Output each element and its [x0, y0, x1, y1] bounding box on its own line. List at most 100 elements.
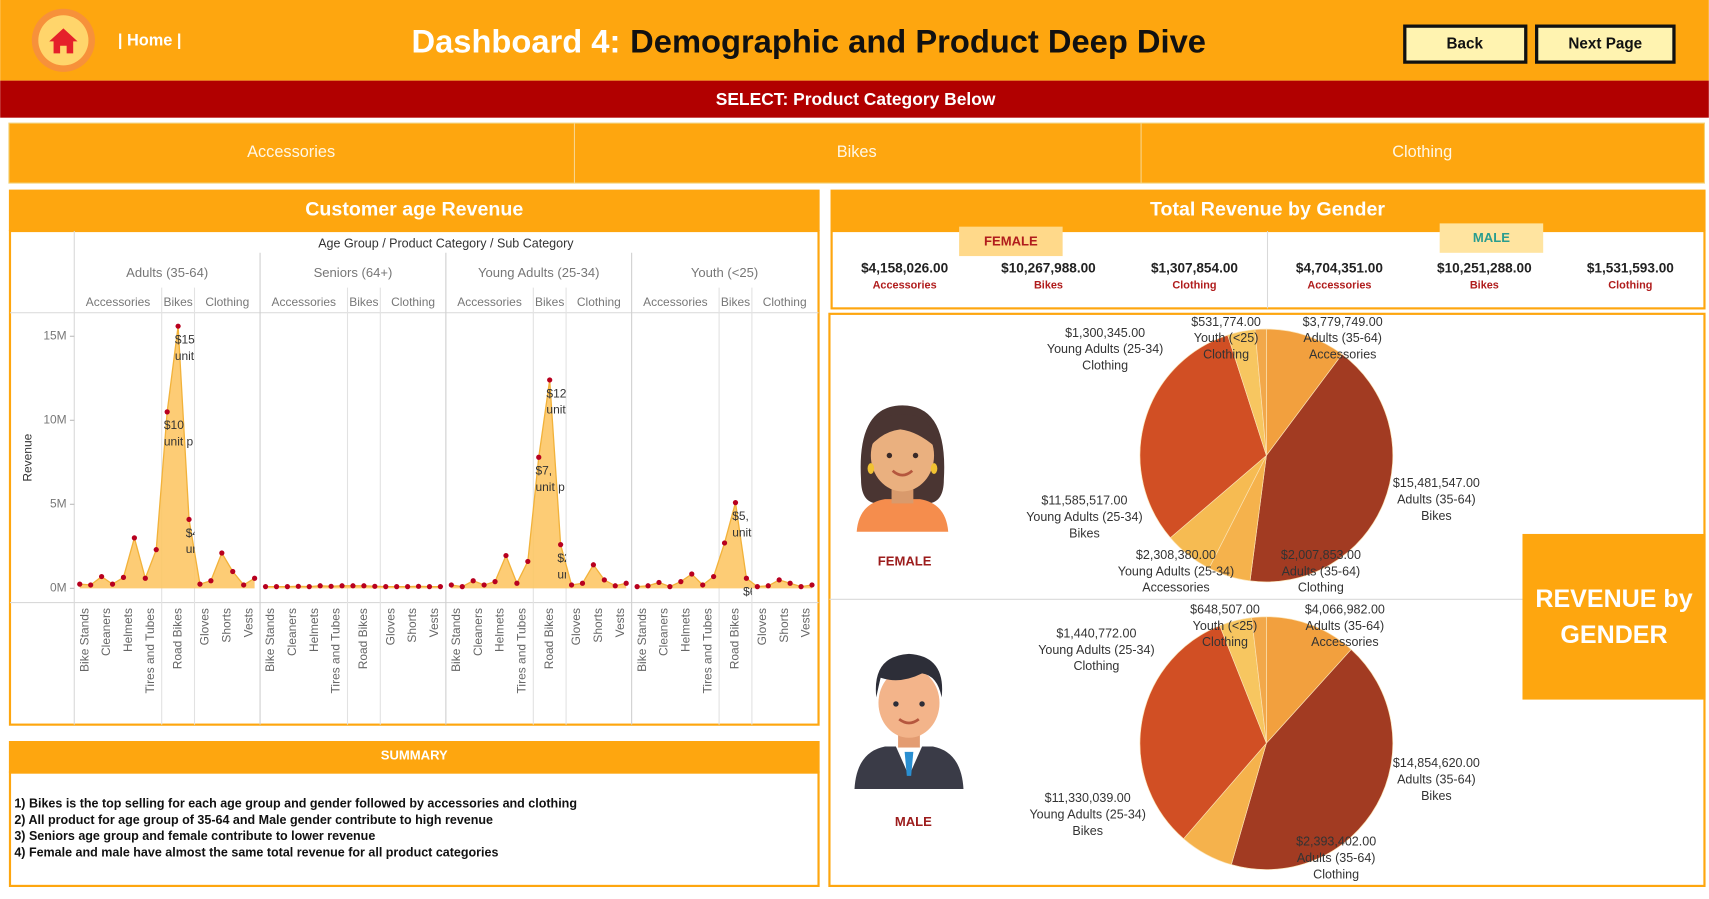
x-tick-label: Helmets	[678, 608, 692, 652]
home-link[interactable]: | Home |	[118, 32, 182, 50]
slice-label: $3,779,749.00	[1303, 315, 1383, 329]
point	[590, 562, 597, 568]
category-label: Bikes	[535, 295, 564, 309]
select-text: SELECT: Product Category Below	[716, 89, 996, 109]
x-tick-label: Cleaners	[99, 608, 113, 656]
slice-category: Clothing	[1203, 348, 1249, 362]
slice-label: $4,066,982.00	[1305, 603, 1385, 617]
point	[558, 542, 564, 548]
pie-charts: $3,779,749.00 Adults (35-64) Accessories $1…	[1026, 315, 1480, 881]
point	[394, 584, 400, 590]
home-button[interactable]	[31, 8, 95, 72]
x-tick-label: Shorts	[591, 608, 605, 643]
pie-slice	[1249, 353, 1394, 583]
filter-bar	[8, 122, 1706, 184]
x-tick-label: Helmets	[307, 608, 321, 652]
filter-tab[interactable]: Clothing	[1392, 143, 1452, 161]
side-box	[1522, 533, 1706, 700]
x-tick-label: Gloves	[569, 608, 583, 645]
point	[711, 573, 717, 580]
x-tick-label: Bike Stands	[77, 608, 91, 672]
point	[601, 577, 607, 583]
point	[273, 584, 280, 590]
summary-line: 2) All product for age group of 35-64 an…	[14, 813, 493, 827]
point	[514, 580, 520, 586]
point	[120, 574, 127, 581]
point	[328, 583, 334, 589]
home-icon	[49, 28, 78, 54]
kpi-category: Accessories	[1307, 279, 1371, 291]
slice-label: $11,330,039.00	[1045, 791, 1131, 805]
point	[547, 377, 553, 383]
x-tick-label: Road Bikes	[356, 608, 370, 669]
x-tick-label: Cleaners	[471, 608, 485, 656]
x-tick-label: Tires and Tubes	[143, 608, 157, 693]
x-tick-label: Cleaners	[285, 608, 299, 656]
slice-category: Clothing	[1073, 659, 1119, 673]
category-label: Clothing	[205, 295, 249, 309]
point	[525, 558, 531, 565]
data-label: unit p	[557, 567, 587, 581]
data-label: $4,	[186, 526, 203, 540]
slice-age: Adults (35-64)	[1397, 773, 1476, 787]
title-prefix: Dashboard 4:	[411, 22, 620, 59]
gender-label: MALE	[895, 814, 932, 829]
pie-slice	[1266, 616, 1352, 745]
data-label: $12	[546, 386, 566, 400]
slice-age: Youth (<25)	[1194, 331, 1259, 345]
filter-tab[interactable]: Bikes	[837, 143, 877, 161]
y-tick-label: 0M	[50, 580, 67, 594]
x-tick-label: Bike Stands	[635, 608, 649, 672]
point	[415, 583, 422, 589]
point	[776, 577, 782, 583]
point	[437, 584, 444, 590]
group-label: Seniors (64+)	[314, 265, 393, 280]
point	[470, 578, 476, 584]
x-tick-label: Road Bikes	[170, 608, 184, 669]
point	[765, 583, 771, 589]
x-tick-label: Shorts	[219, 608, 233, 643]
point	[481, 582, 487, 588]
page-title: Dashboard 4: Demographic and Product Deep…	[411, 22, 1205, 59]
point	[645, 583, 651, 589]
data-label: unit p	[164, 435, 194, 449]
x-tick-label: Bike Stands	[449, 608, 463, 672]
pie-slice	[1230, 648, 1394, 870]
category-label: Bikes	[721, 295, 750, 309]
back-label[interactable]: Back	[1446, 36, 1483, 53]
x-tick-label: Shorts	[777, 608, 791, 643]
area-chart: 0M 5M 10M 15M Bike Stands Cleaners Helmets Tire…	[43, 252, 815, 725]
data-label: $15	[175, 333, 195, 347]
point	[809, 582, 815, 588]
point	[142, 575, 148, 581]
summary-title: SUMMARY	[381, 748, 448, 763]
x-tick-label: Tires and Tubes	[700, 608, 714, 693]
data-label: $10	[164, 418, 184, 432]
slice-label: $1,300,345.00	[1065, 326, 1145, 340]
slice-category: Bikes	[1072, 824, 1103, 838]
slice-age: Young Adults (25-34)	[1047, 342, 1163, 356]
point	[197, 581, 203, 587]
point	[109, 581, 116, 587]
next-label[interactable]: Next Page	[1568, 36, 1642, 53]
back-button[interactable]	[1403, 24, 1528, 64]
category-label: Clothing	[763, 295, 807, 309]
point	[579, 580, 586, 586]
slice-label: $2,393,402.00	[1296, 835, 1376, 849]
point	[536, 454, 542, 460]
point	[230, 568, 236, 575]
point	[787, 580, 793, 586]
point	[383, 584, 389, 590]
gender-label: FEMALE	[878, 554, 932, 569]
title-main: Demographic and Product Deep Dive	[630, 22, 1206, 59]
filter-tab[interactable]: Accessories	[247, 143, 335, 161]
point	[295, 583, 301, 589]
slice-age: Young Adults (25-34)	[1038, 643, 1154, 657]
gender-tag	[959, 226, 1063, 257]
next-button[interactable]	[1535, 24, 1676, 64]
point	[153, 547, 159, 553]
kpi-category: Accessories	[873, 279, 937, 291]
point	[754, 584, 760, 590]
data-label: $6	[743, 585, 757, 599]
